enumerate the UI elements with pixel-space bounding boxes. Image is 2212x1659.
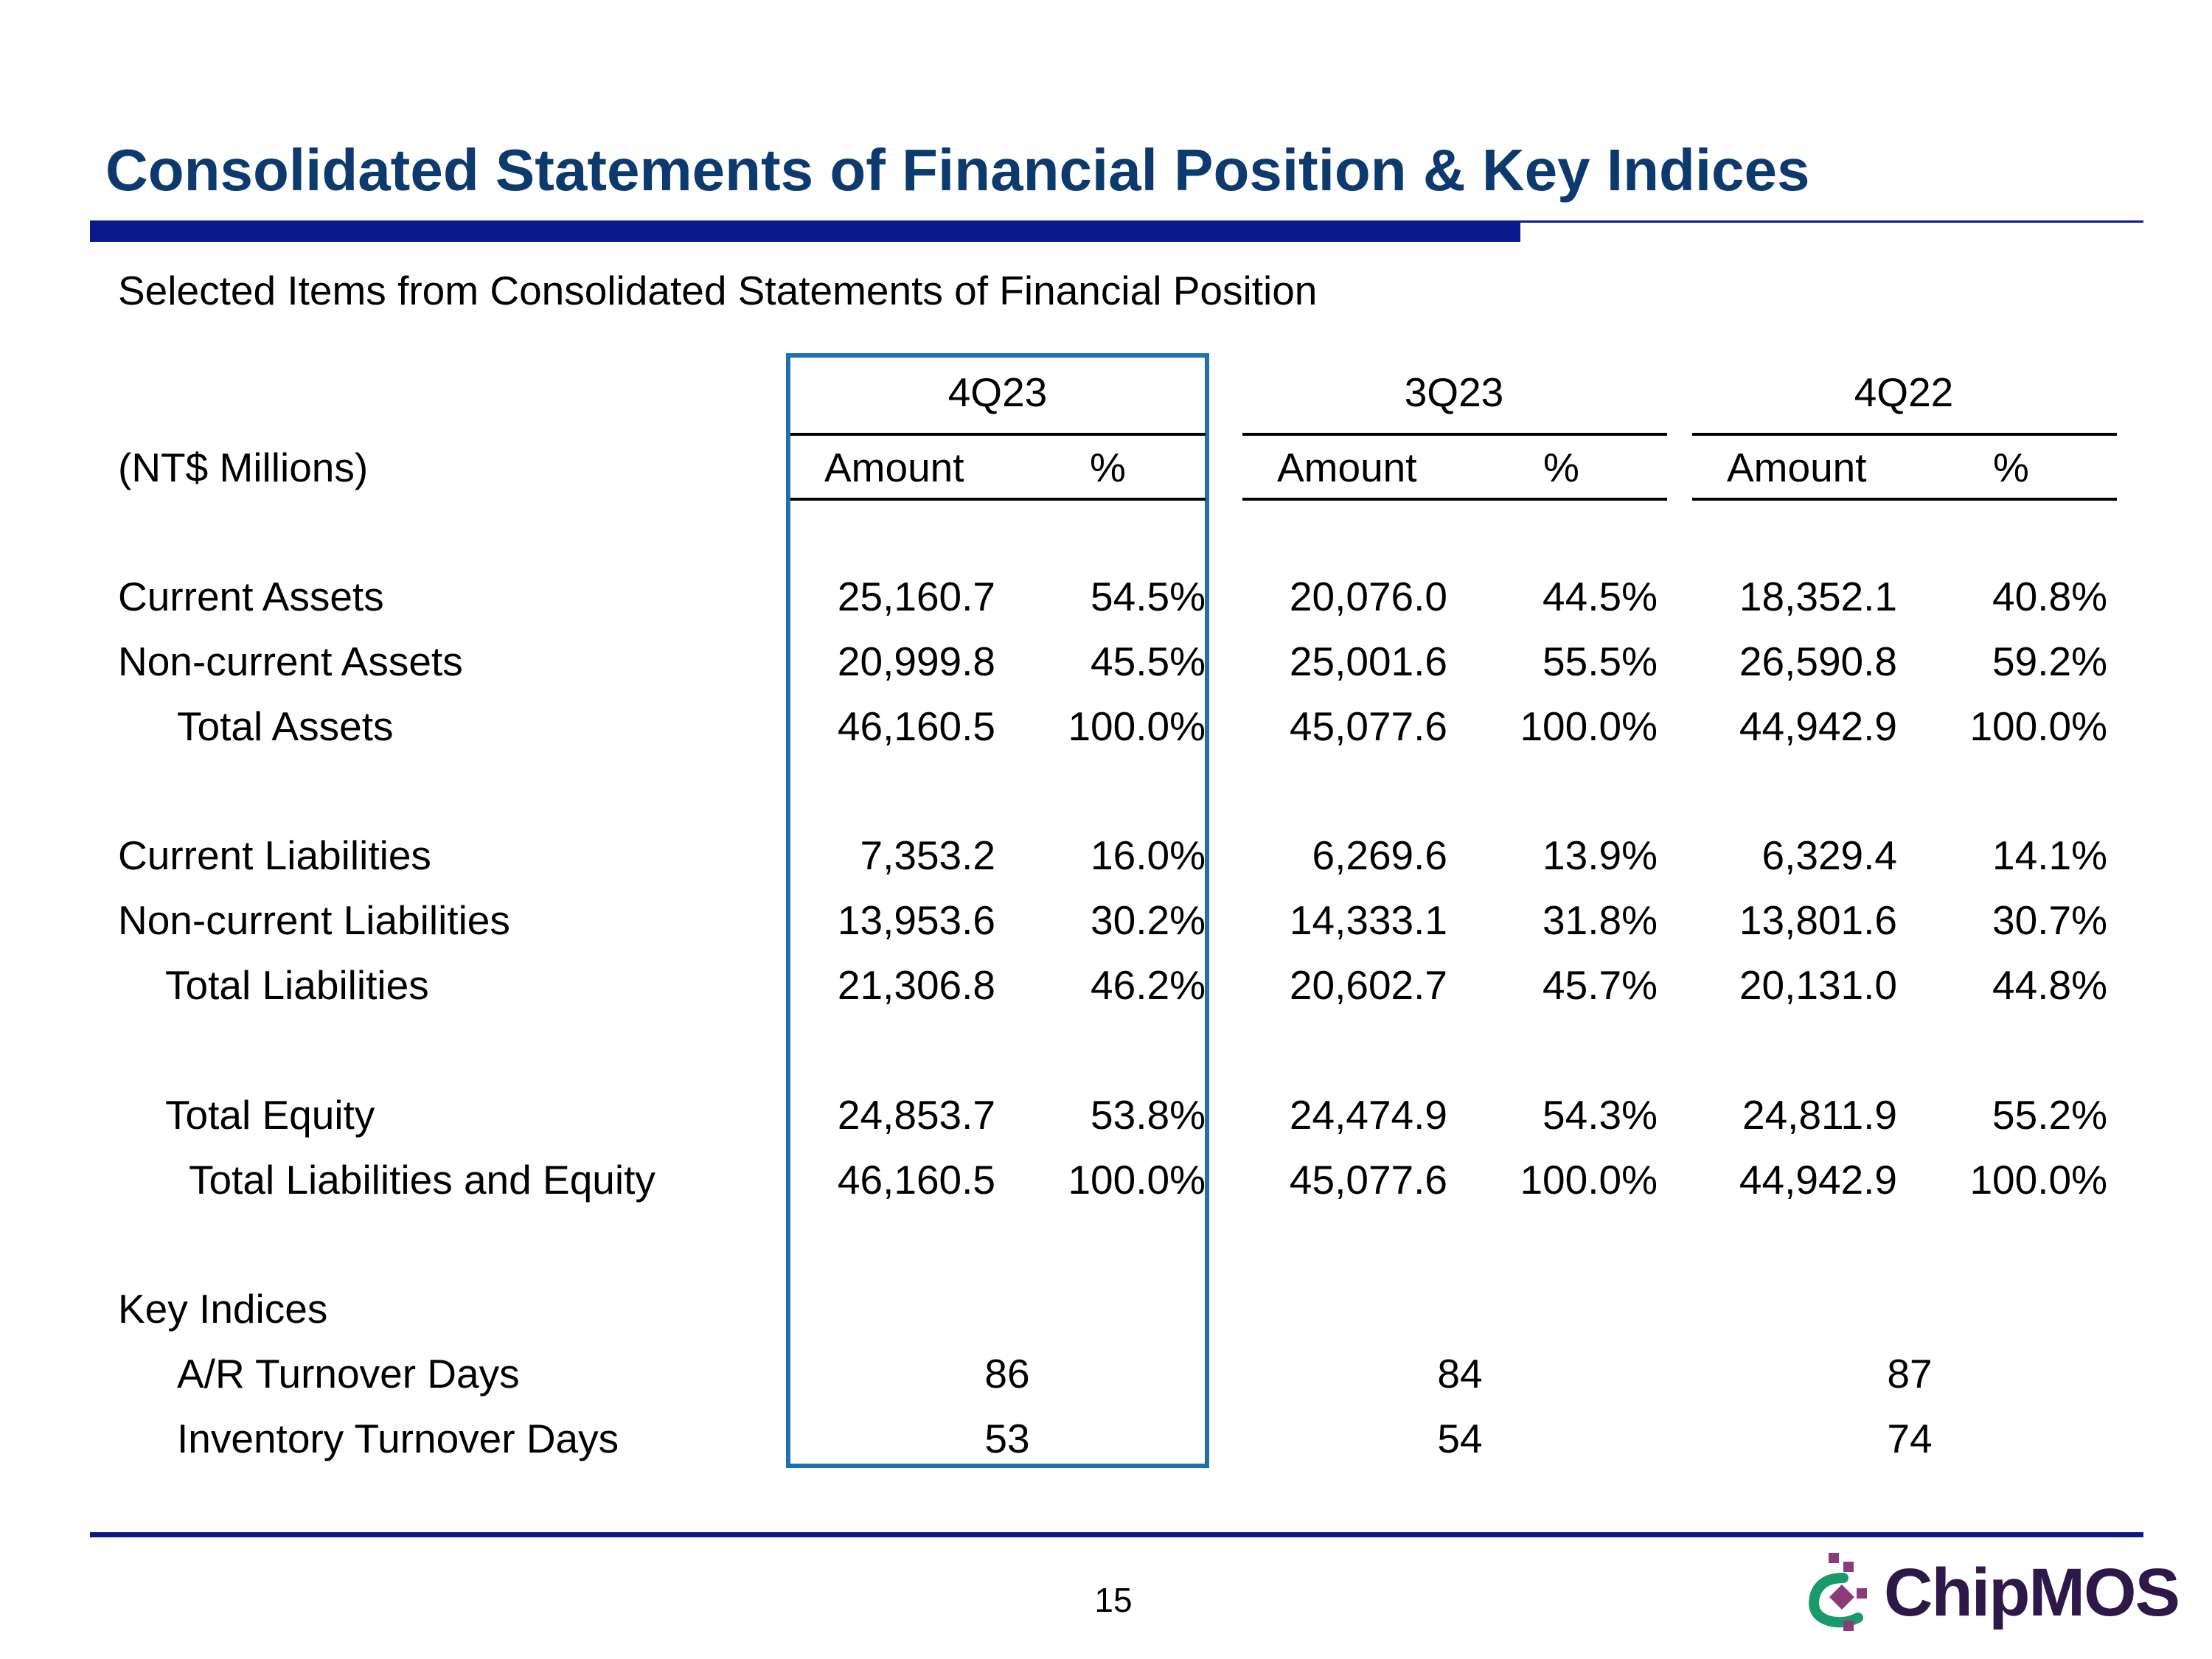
- value-cell: 18,352.1: [1739, 574, 1897, 619]
- value-cell: 6,329.4: [1761, 832, 1897, 878]
- value-cell: 46,160.5: [837, 703, 995, 749]
- amount-header-4q22: Amount: [1727, 445, 1867, 490]
- period-underline-4q22: [1692, 433, 2117, 436]
- index-value: 84: [1437, 1351, 1483, 1397]
- logo-wordmark: ChipMOS: [1884, 1555, 2180, 1630]
- value-cell: 20,076.0: [1289, 574, 1447, 619]
- value-cell: 44.8%: [1992, 962, 2107, 1008]
- row-label: Total Equity: [165, 1092, 375, 1138]
- value-cell: 45.5%: [1091, 639, 1206, 684]
- value-cell: 21,306.8: [837, 962, 995, 1008]
- value-cell: 20,602.7: [1289, 962, 1447, 1008]
- index-value: 87: [1887, 1351, 1933, 1397]
- value-cell: 54.3%: [1543, 1092, 1658, 1138]
- row-label: Total Liabilities and Equity: [189, 1157, 655, 1203]
- row-label: Total Liabilities: [165, 962, 429, 1008]
- value-cell: 25,001.6: [1289, 639, 1447, 684]
- row-label: Non-current Liabilities: [118, 897, 510, 943]
- footer-rule: [90, 1532, 2143, 1537]
- value-cell: 100.0%: [1068, 1157, 1206, 1203]
- value-cell: 46.2%: [1091, 962, 1206, 1008]
- value-cell: 53.8%: [1091, 1092, 1206, 1138]
- value-cell: 13.9%: [1543, 832, 1658, 878]
- index-value: 86: [984, 1351, 1030, 1397]
- value-cell: 44.5%: [1543, 574, 1658, 619]
- index-value: 74: [1887, 1416, 1933, 1461]
- value-cell: 44,942.9: [1739, 703, 1897, 749]
- slide-subtitle: Selected Items from Consolidated Stateme…: [118, 268, 1318, 313]
- value-cell: 100.0%: [1068, 703, 1206, 749]
- value-cell: 40.8%: [1992, 574, 2107, 619]
- value-cell: 55.2%: [1992, 1092, 2107, 1138]
- period-underline-3q23: [1242, 433, 1667, 436]
- value-cell: 26,590.8: [1739, 639, 1897, 684]
- row-label: Current Liabilities: [118, 832, 431, 878]
- amount-header-4q23: Amount: [824, 445, 964, 490]
- value-cell: 44,942.9: [1739, 1157, 1897, 1203]
- subheader-underline-4q22: [1692, 498, 2117, 501]
- value-cell: 20,131.0: [1739, 962, 1897, 1008]
- value-cell: 13,801.6: [1739, 897, 1897, 943]
- period-header-4q22: 4Q22: [1854, 369, 1954, 415]
- title-rule-thick: [90, 220, 1520, 242]
- period-header-3q23: 3Q23: [1404, 369, 1504, 415]
- value-cell: 31.8%: [1543, 897, 1658, 943]
- value-cell: 24,474.9: [1289, 1092, 1447, 1138]
- slide-title: Consolidated Statements of Financial Pos…: [105, 137, 1810, 203]
- value-cell: 14.1%: [1992, 832, 2107, 878]
- pct-header-4q22: %: [1993, 445, 2029, 490]
- value-cell: 7,353.2: [860, 832, 995, 878]
- value-cell: 45,077.6: [1289, 703, 1447, 749]
- value-cell: 55.5%: [1543, 639, 1658, 684]
- chipmos-logo: ChipMOS: [1799, 1541, 2180, 1644]
- key-indices-label: Key Indices: [118, 1286, 328, 1332]
- value-cell: 30.2%: [1091, 897, 1206, 943]
- chipmos-logo-icon: [1809, 1553, 1867, 1631]
- page-number: 15: [1094, 1581, 1133, 1619]
- value-cell: 100.0%: [1520, 703, 1658, 749]
- row-label: Non-current Assets: [118, 639, 463, 684]
- pct-header-3q23: %: [1543, 445, 1579, 490]
- unit-label: (NT$ Millions): [118, 445, 369, 490]
- value-cell: 24,811.9: [1742, 1092, 1897, 1138]
- value-cell: 24,853.7: [837, 1092, 995, 1138]
- pct-header-4q23: %: [1090, 445, 1126, 490]
- value-cell: 6,269.6: [1312, 832, 1447, 878]
- row-label: Inventory Turnover Days: [177, 1416, 619, 1461]
- value-cell: 45,077.6: [1289, 1157, 1447, 1203]
- value-cell: 45.7%: [1543, 962, 1658, 1008]
- row-label: Current Assets: [118, 574, 384, 619]
- index-value: 54: [1437, 1416, 1483, 1461]
- row-label: Total Assets: [177, 703, 394, 749]
- value-cell: 100.0%: [1520, 1157, 1658, 1203]
- value-cell: 100.0%: [1969, 703, 2107, 749]
- amount-header-3q23: Amount: [1277, 445, 1417, 490]
- period-underline-4q23: [790, 433, 1206, 436]
- subheader-underline-3q23: [1242, 498, 1667, 501]
- value-cell: 25,160.7: [837, 574, 995, 619]
- index-value: 53: [984, 1416, 1030, 1461]
- subheader-underline-4q23: [790, 498, 1206, 501]
- value-cell: 54.5%: [1091, 574, 1206, 619]
- highlight-box-4q23: [786, 353, 1209, 1468]
- period-header-4q23: 4Q23: [947, 369, 1048, 415]
- value-cell: 100.0%: [1969, 1157, 2107, 1203]
- value-cell: 20,999.8: [837, 639, 995, 684]
- value-cell: 59.2%: [1992, 639, 2107, 684]
- row-label: A/R Turnover Days: [177, 1351, 520, 1397]
- value-cell: 30.7%: [1992, 897, 2107, 943]
- value-cell: 14,333.1: [1289, 897, 1447, 943]
- value-cell: 13,953.6: [837, 897, 995, 943]
- value-cell: 46,160.5: [837, 1157, 995, 1203]
- value-cell: 16.0%: [1091, 832, 1206, 878]
